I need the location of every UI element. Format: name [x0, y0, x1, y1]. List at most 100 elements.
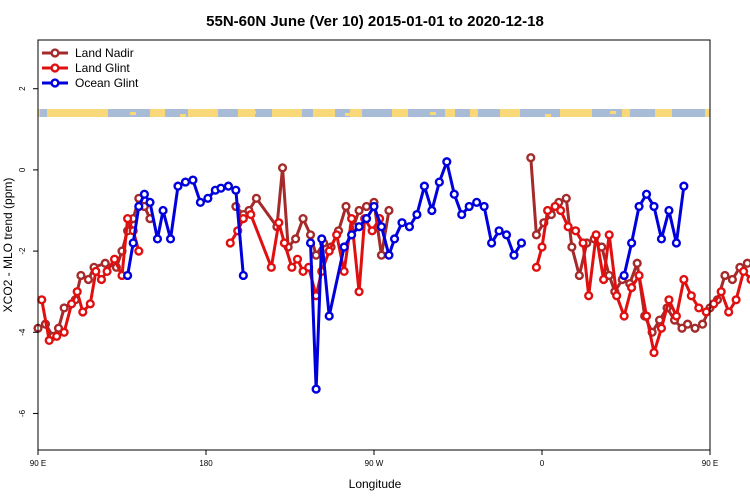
data-point	[501, 230, 512, 240]
data-point	[134, 201, 144, 212]
data-point	[584, 291, 594, 301]
data-point	[173, 181, 183, 191]
data-point	[188, 175, 198, 185]
data-point	[641, 311, 652, 321]
data-point	[78, 307, 88, 317]
data-point	[361, 214, 372, 224]
data-point	[83, 274, 94, 285]
x-tick-label: 0	[540, 459, 545, 468]
data-point	[664, 205, 674, 216]
ocean-span	[520, 109, 560, 117]
data-point	[37, 295, 47, 305]
data-point	[59, 327, 69, 337]
data-point	[134, 246, 144, 256]
data-point	[354, 287, 364, 297]
data-point	[361, 201, 372, 212]
x-tick-label: 90 E	[702, 459, 718, 468]
data-point	[238, 270, 248, 281]
land-patch	[180, 114, 186, 117]
data-point	[384, 250, 394, 260]
data-point	[626, 238, 637, 248]
data-point	[354, 222, 364, 232]
data-point	[59, 303, 69, 313]
land-patch	[545, 114, 551, 117]
land-patch	[250, 111, 256, 114]
data-point	[574, 270, 584, 281]
ocean-span	[302, 109, 313, 117]
data-point	[679, 274, 689, 285]
chart-title: 55N-60N June (Ver 10) 2015-01-01 to 2020…	[206, 13, 544, 30]
data-point	[354, 205, 364, 216]
data-point	[277, 163, 288, 173]
data-point	[578, 238, 588, 248]
ocean-span	[218, 109, 238, 117]
data-point	[563, 222, 573, 232]
data-point	[279, 238, 290, 248]
data-point	[531, 262, 542, 272]
data-point	[291, 234, 301, 244]
data-point	[369, 201, 379, 212]
data-point	[632, 258, 642, 268]
x-tick-label: 90 W	[365, 459, 384, 468]
data-point	[619, 311, 629, 321]
data-point	[671, 238, 682, 248]
data-point	[649, 347, 659, 358]
data-point	[389, 234, 400, 244]
data-point	[442, 157, 452, 167]
y-axis: 2 0 -2 -4 -6	[18, 86, 38, 417]
ocean-span	[335, 109, 350, 117]
ocean-span	[255, 109, 272, 117]
ocean-span	[630, 109, 655, 117]
data-point	[347, 230, 357, 240]
data-point	[266, 262, 276, 272]
data-point	[311, 250, 321, 260]
data-point	[709, 299, 719, 309]
data-point	[738, 266, 749, 276]
legend-marker	[50, 78, 60, 88]
ocean-span	[455, 109, 470, 117]
legend-label: Ocean Glint	[75, 76, 139, 90]
data-point	[122, 270, 133, 281]
data-point	[404, 222, 415, 232]
data-point	[724, 307, 734, 317]
land-mask-strip	[38, 109, 710, 117]
data-point	[604, 230, 614, 240]
x-tick-label: 90 E	[30, 459, 46, 468]
y-tick-label: -6	[18, 409, 27, 417]
data-point	[656, 234, 667, 244]
ocean-span	[40, 109, 47, 117]
legend-label: Land Glint	[75, 61, 130, 75]
data-point	[531, 230, 542, 240]
y-tick-label: 2	[18, 86, 27, 91]
data-point	[85, 299, 95, 309]
ocean-span	[362, 109, 392, 117]
data-point	[317, 234, 327, 244]
data-point	[292, 254, 303, 264]
land-patch	[130, 112, 136, 115]
legend-label: Land Nadir	[75, 46, 134, 60]
legend-marker	[50, 63, 60, 73]
data-point	[746, 275, 750, 284]
data-point	[626, 283, 637, 293]
data-point	[686, 291, 696, 301]
data-point	[52, 331, 62, 341]
data-point	[376, 222, 387, 232]
data-point	[109, 254, 120, 264]
data-point	[100, 258, 110, 268]
data-point	[223, 181, 234, 191]
data-point	[158, 205, 168, 216]
data-point	[305, 238, 316, 248]
data-point	[311, 384, 321, 394]
data-point	[339, 266, 349, 276]
data-point	[412, 209, 422, 220]
data-point	[449, 189, 459, 199]
series-layer	[33, 153, 750, 394]
data-point	[332, 230, 342, 240]
ocean-span	[672, 109, 705, 117]
data-point	[516, 238, 527, 248]
data-point	[570, 226, 581, 236]
data-point	[464, 201, 474, 212]
data-point	[384, 205, 394, 216]
data-point	[742, 258, 750, 268]
data-point	[216, 183, 226, 193]
